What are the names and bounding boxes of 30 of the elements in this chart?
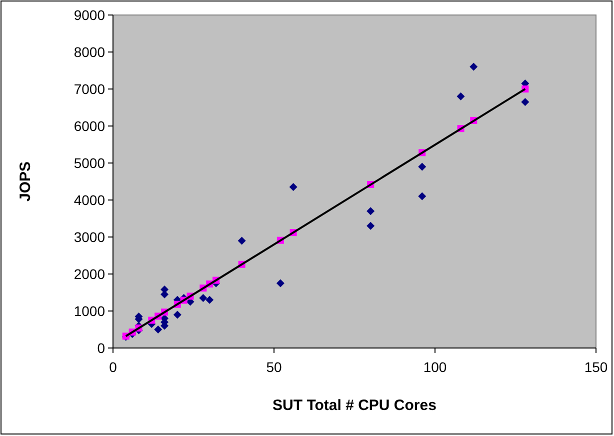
point <box>470 62 478 71</box>
x-axis-title: SUT Total # CPU Cores <box>272 397 436 414</box>
point <box>206 296 214 304</box>
y-tick-label: 1000 <box>74 302 106 319</box>
y-tick-label: 4000 <box>74 192 106 208</box>
point <box>238 236 246 245</box>
y-tick-label: 7000 <box>74 80 106 97</box>
y-tick-label: 3000 <box>74 228 106 245</box>
y-tick-label: 6000 <box>74 118 106 134</box>
y-axis-title: JOPS <box>17 161 34 202</box>
y-tick-label: 5000 <box>74 154 106 171</box>
point <box>418 192 426 200</box>
point <box>289 183 298 192</box>
x-tick-label: 150 <box>584 359 608 375</box>
point <box>173 310 182 319</box>
point <box>456 92 465 100</box>
point <box>154 326 162 334</box>
point <box>418 162 426 171</box>
x-tick-label: 50 <box>266 359 282 375</box>
point <box>199 294 208 302</box>
y-tick-label: 9000 <box>74 6 106 23</box>
x-tick-label: 0 <box>109 359 118 375</box>
y-tick-label: 8000 <box>74 44 106 60</box>
y-tick-label: 0 <box>97 340 106 356</box>
x-tick-label: 100 <box>423 359 447 375</box>
y-tick-label: 2000 <box>74 266 106 282</box>
point <box>521 98 530 106</box>
point <box>366 207 375 216</box>
point <box>276 279 284 288</box>
point <box>366 222 375 230</box>
